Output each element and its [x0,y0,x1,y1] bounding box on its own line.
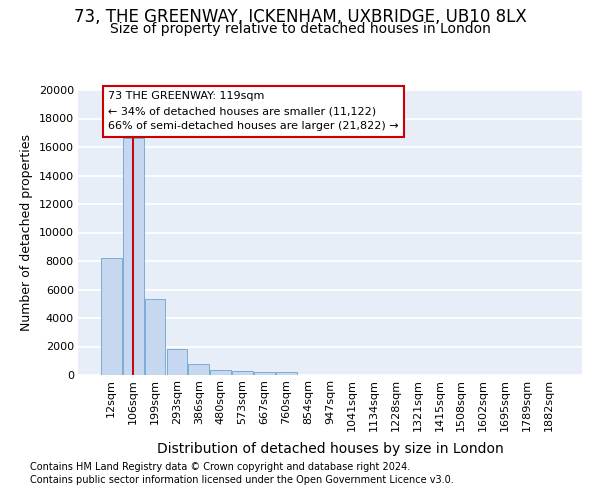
Text: Size of property relative to detached houses in London: Size of property relative to detached ho… [110,22,490,36]
Text: 73 THE GREENWAY: 119sqm
← 34% of detached houses are smaller (11,122)
66% of sem: 73 THE GREENWAY: 119sqm ← 34% of detache… [108,92,399,131]
Bar [188,364,209,375]
Bar [101,258,122,375]
Text: 73, THE GREENWAY, ICKENHAM, UXBRIDGE, UB10 8LX: 73, THE GREENWAY, ICKENHAM, UXBRIDGE, UB… [74,8,526,26]
Bar [210,370,231,375]
Bar [167,348,187,375]
Bar [254,372,275,375]
Bar [232,371,253,375]
Bar [145,300,166,375]
Y-axis label: Number of detached properties: Number of detached properties [20,134,33,331]
Text: Contains HM Land Registry data © Crown copyright and database right 2024.: Contains HM Land Registry data © Crown c… [30,462,410,472]
Bar [123,138,143,375]
Text: Contains public sector information licensed under the Open Government Licence v3: Contains public sector information licen… [30,475,454,485]
X-axis label: Distribution of detached houses by size in London: Distribution of detached houses by size … [157,442,503,456]
Bar [276,372,296,375]
